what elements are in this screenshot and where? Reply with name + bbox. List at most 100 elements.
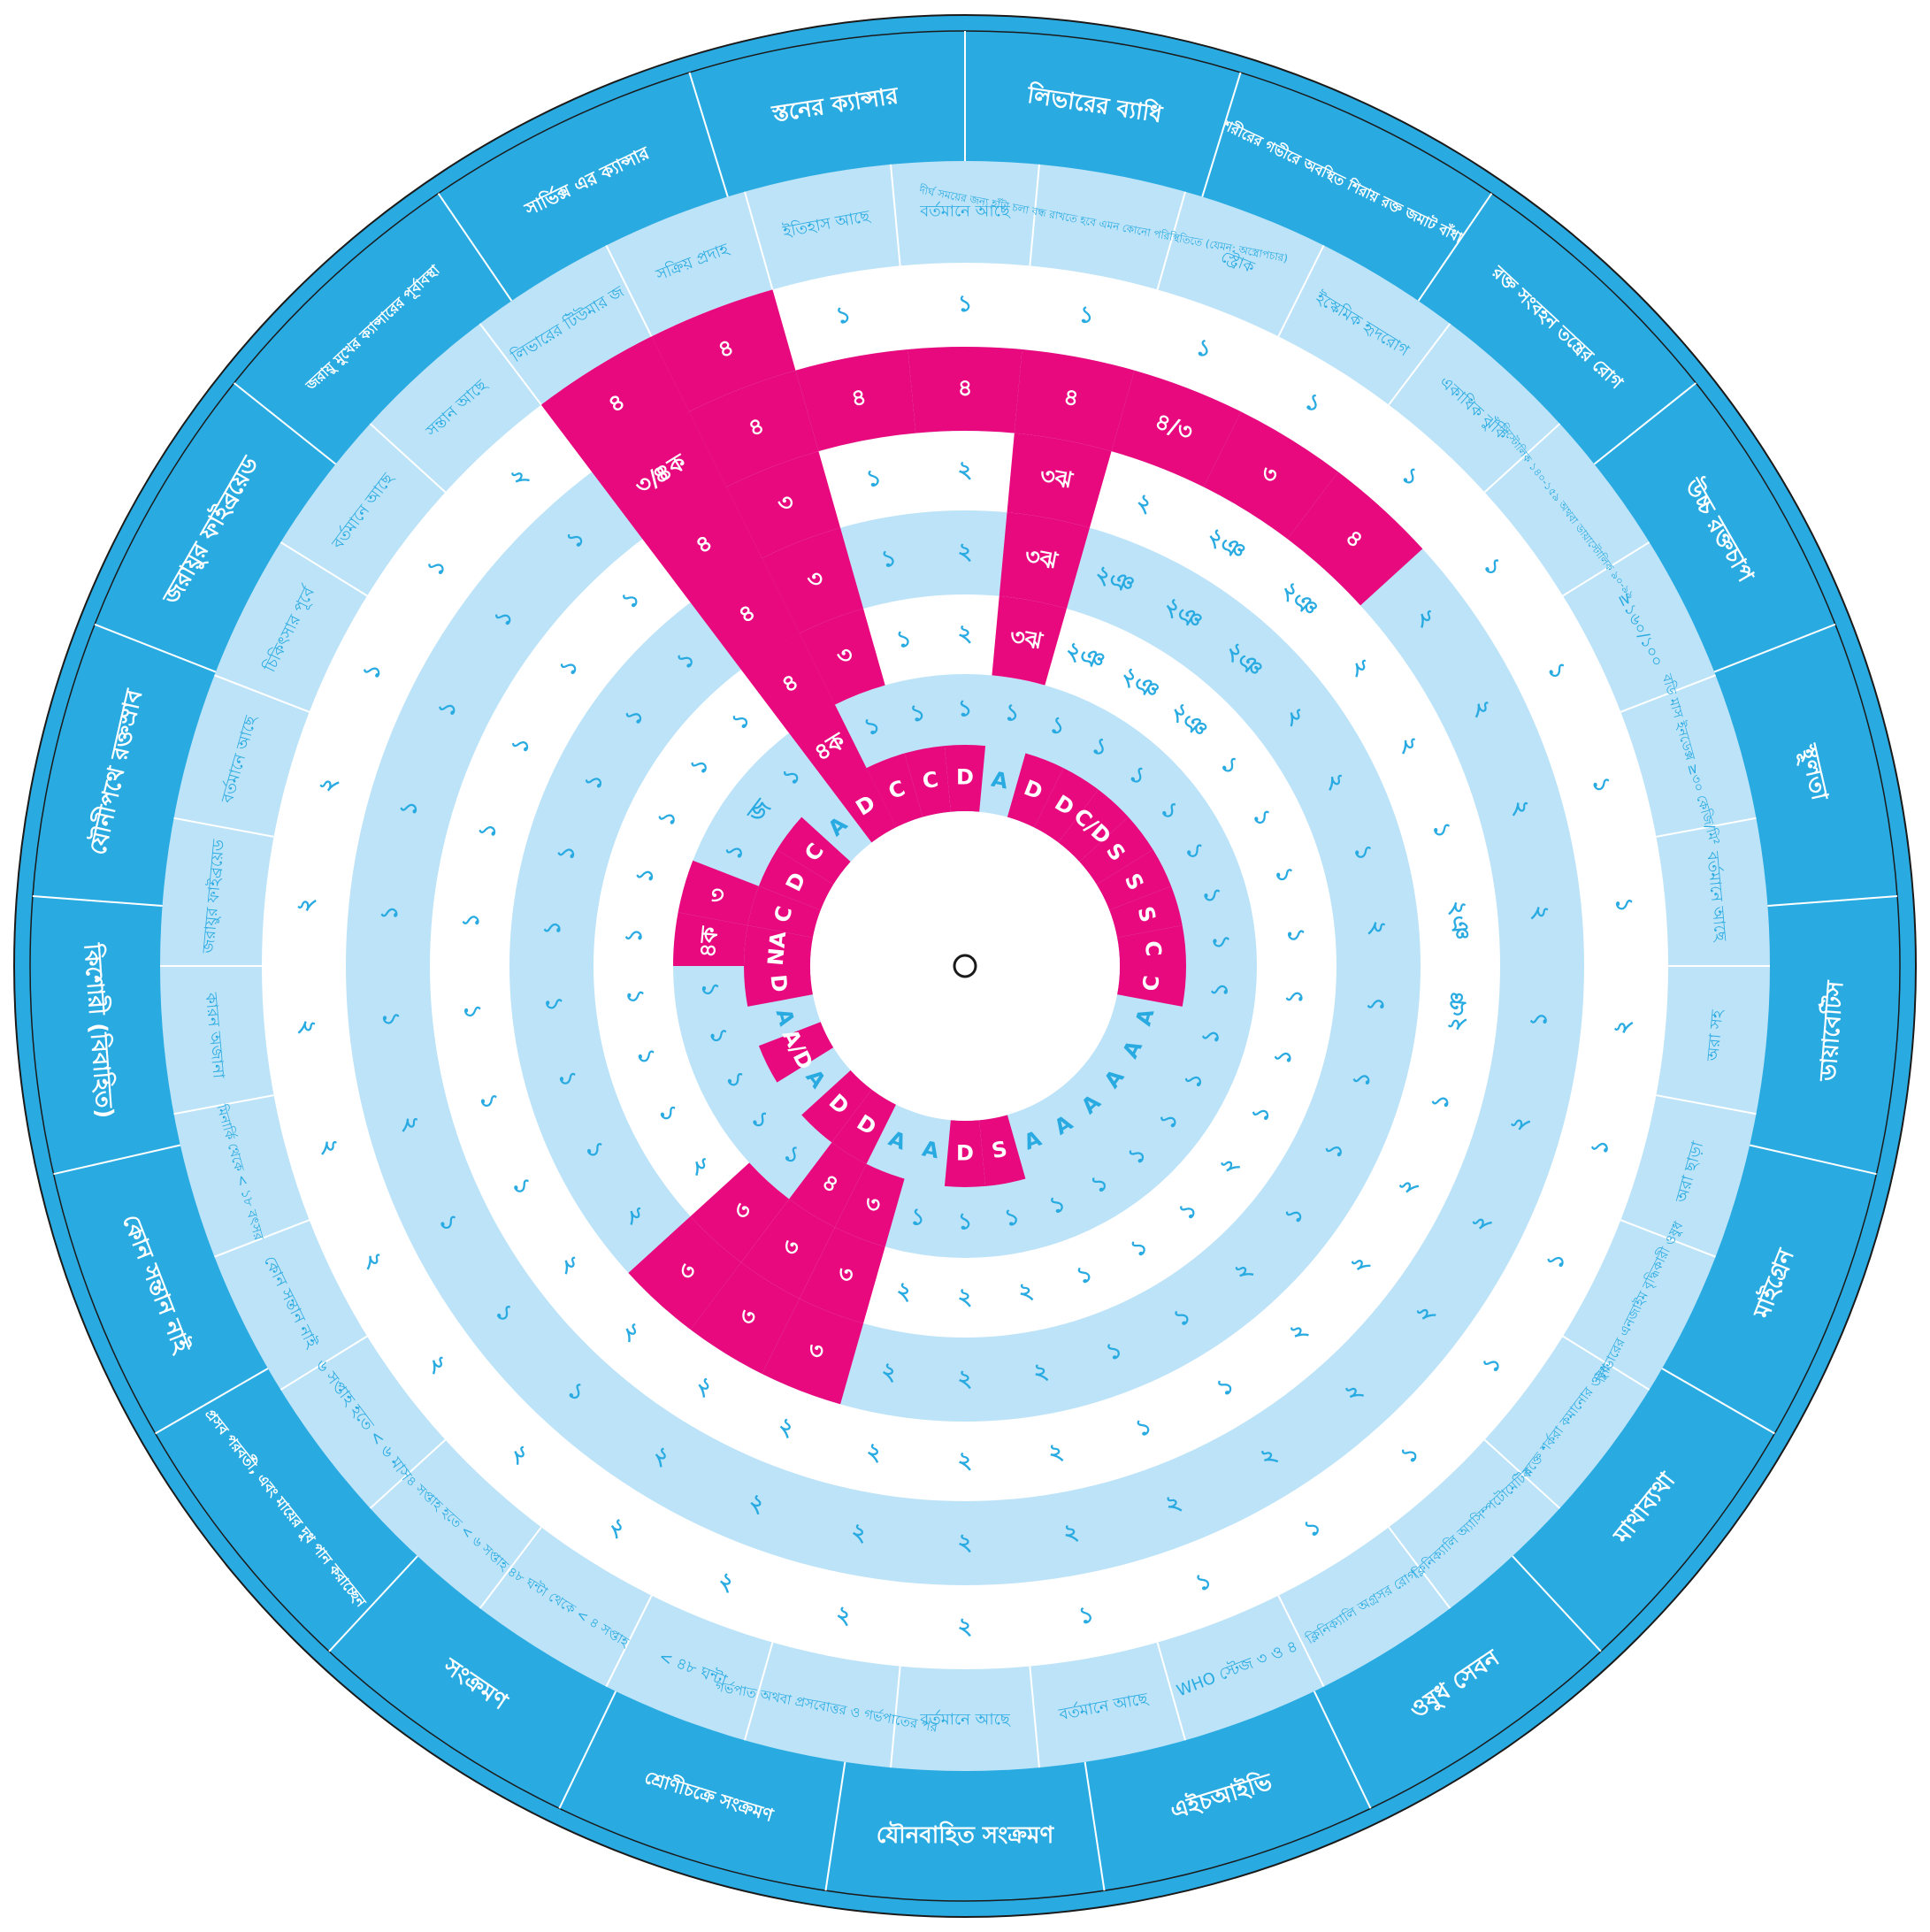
method-cell: ১	[539, 919, 566, 937]
method-cell: ২	[1061, 1519, 1081, 1548]
condition-divider	[1029, 1666, 1040, 1768]
code-cell: C	[1140, 939, 1167, 957]
center-pin-icon[interactable]	[953, 954, 977, 978]
code-cell: S	[990, 1137, 1009, 1164]
method-cell-highlight	[740, 633, 835, 733]
condition-divider	[214, 674, 310, 713]
category-divider	[1661, 1368, 1775, 1435]
code-cell-highlight	[904, 746, 951, 817]
category-divider	[437, 193, 513, 302]
method-cell: ১	[894, 625, 914, 655]
method-cell: ২	[958, 1366, 973, 1392]
category-divider	[1713, 623, 1836, 673]
category-divider	[32, 895, 163, 907]
method-cell-highlight	[795, 349, 916, 452]
category-divider	[155, 1368, 269, 1435]
method-cell-highlight	[673, 912, 748, 966]
method-cell: ২	[958, 621, 973, 648]
method-cell: ২ঞ	[1444, 900, 1474, 941]
condition-divider	[173, 1094, 274, 1116]
condition-divider	[1388, 323, 1451, 406]
category-divider	[1084, 1761, 1106, 1891]
condition-divider	[1029, 164, 1040, 266]
category-divider	[688, 72, 729, 197]
category-divider	[1201, 72, 1242, 197]
condition-divider	[1277, 1595, 1325, 1688]
method-cell: ১	[458, 1003, 486, 1021]
code-cell-highlight	[801, 1070, 872, 1143]
method-cell: ২	[292, 896, 319, 914]
code-cell-highlight	[944, 745, 986, 812]
method-cell: ১	[879, 545, 899, 574]
method-cell: ২	[958, 457, 973, 484]
method-cell: ১	[1610, 896, 1637, 914]
code-cell-highlight	[747, 886, 821, 938]
condition-divider	[1656, 816, 1757, 838]
method-cell: ২	[958, 539, 973, 565]
method-cell-highlight	[642, 487, 762, 603]
method-cell: ১	[908, 1203, 928, 1232]
method-cell-highlight	[992, 595, 1067, 686]
method-cell: ২	[293, 1018, 320, 1036]
method-cell: ২	[894, 1277, 914, 1307]
category-divider	[1417, 193, 1493, 302]
condition-divider	[280, 541, 368, 597]
method-cell: ১	[540, 995, 567, 1013]
condition-divider	[605, 244, 653, 337]
code-cell: A	[920, 1136, 941, 1163]
method-cell: ২	[1526, 904, 1553, 922]
method-cell: ১	[1002, 1203, 1022, 1232]
method-cell: ২	[1363, 919, 1390, 937]
condition-divider	[744, 191, 774, 290]
method-cell: ১	[958, 696, 973, 723]
condition-divider	[1388, 1526, 1451, 1609]
condition-divider	[1620, 1219, 1716, 1258]
category-divider	[328, 1555, 418, 1652]
method-cell-highlight	[799, 609, 885, 705]
code-cell-highlight	[1007, 753, 1064, 828]
method-cell-highlight	[688, 370, 819, 487]
method-cell: ২	[834, 1601, 854, 1630]
method-cell: ১	[1526, 1010, 1553, 1028]
method-cell-highlight	[726, 451, 841, 558]
method-cell: ১	[377, 1010, 404, 1028]
code-cell-highlight	[831, 1089, 896, 1164]
category-divider	[1512, 1555, 1602, 1652]
condition-divider	[1483, 1438, 1561, 1509]
code-cell-highlight	[1117, 925, 1186, 966]
method-cell: ১	[958, 1209, 973, 1236]
condition-divider	[479, 1526, 542, 1609]
method-cell: ২ঞ	[1443, 991, 1473, 1032]
method-cell: ২	[958, 1530, 973, 1556]
method-cell-highlight	[592, 411, 727, 540]
condition-divider	[605, 1595, 653, 1688]
condition-divider	[1620, 674, 1716, 713]
method-cell: ১	[908, 699, 928, 728]
category-divider	[1767, 895, 1898, 907]
code-cell-highlight	[1117, 966, 1186, 1007]
condition-divider	[280, 1335, 368, 1391]
method-cell: ২	[879, 1358, 899, 1387]
method-cell-highlight	[690, 557, 800, 670]
method-cell: ১	[1002, 699, 1022, 728]
code-cell-highlight	[1058, 789, 1129, 862]
method-cell: ১	[1362, 995, 1390, 1013]
method-cell: ২	[1046, 1438, 1066, 1468]
code-cell: C	[1138, 974, 1165, 992]
category-label: যৌনবাহিত সংক্রমণ	[877, 1821, 1055, 1849]
method-cell: ১	[457, 911, 485, 929]
segment-dividers	[32, 31, 1898, 1891]
category-divider	[53, 1144, 181, 1176]
method-cell-highlight	[1007, 433, 1112, 528]
condition-divider	[1562, 1335, 1650, 1391]
condition-divider	[1156, 191, 1186, 290]
method-cell: ১	[696, 981, 724, 999]
method-cell: ১	[1206, 981, 1234, 999]
code-cell-highlight	[1096, 849, 1172, 910]
condition-label: বর্তমানে আছে	[919, 1710, 1011, 1729]
method-cell: ৪	[849, 384, 869, 413]
condition-divider	[1277, 244, 1325, 337]
code-cell: C	[921, 767, 940, 794]
code-cell-highlight	[1034, 768, 1099, 843]
